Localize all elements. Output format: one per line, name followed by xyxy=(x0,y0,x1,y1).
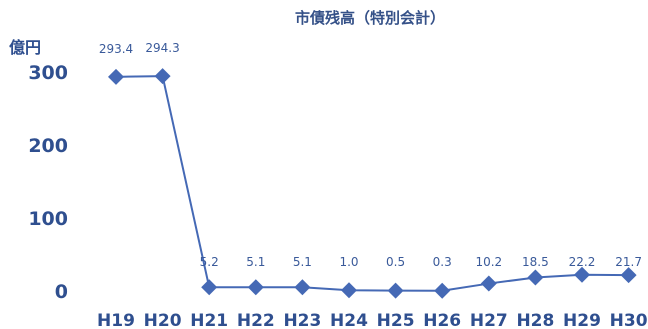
data-point-marker xyxy=(154,68,171,85)
data-point-marker xyxy=(341,282,357,299)
data-label: 294.3 xyxy=(145,41,179,55)
x-tick-label: H19 xyxy=(97,311,135,329)
data-label: 22.2 xyxy=(569,255,596,269)
chart-title: 市債残高（特別会計） xyxy=(294,9,445,27)
y-tick-label: 200 xyxy=(28,135,68,157)
data-label: 5.1 xyxy=(246,255,265,269)
x-tick-label: H21 xyxy=(190,311,228,329)
data-point-marker xyxy=(247,279,264,296)
y-tick-label: 100 xyxy=(28,208,68,230)
y-axis-unit-label: 億円 xyxy=(9,38,42,57)
data-point-marker xyxy=(574,266,590,283)
x-tick-label: H26 xyxy=(423,311,461,329)
data-point-marker xyxy=(527,269,544,286)
x-tick-label: H27 xyxy=(470,311,508,329)
x-tick-label: H30 xyxy=(610,311,648,329)
data-point-marker xyxy=(480,275,497,292)
data-point-marker xyxy=(387,282,404,299)
data-point-marker xyxy=(620,267,637,284)
data-label: 293.4 xyxy=(99,42,133,56)
data-label: 0.5 xyxy=(386,255,405,269)
data-point-marker xyxy=(434,282,451,299)
data-point-marker xyxy=(294,279,311,296)
x-tick-label: H22 xyxy=(237,311,275,329)
y-tick-label: 0 xyxy=(55,281,68,303)
x-tick-label: H24 xyxy=(330,311,368,329)
data-point-marker xyxy=(201,279,218,296)
series-line xyxy=(115,75,629,292)
x-tick-label: H29 xyxy=(563,311,601,329)
x-tick-label: H23 xyxy=(283,311,321,329)
x-tick-label: H20 xyxy=(144,311,182,329)
data-label: 18.5 xyxy=(522,255,549,269)
data-label: 0.3 xyxy=(433,255,452,269)
x-tick-label: H28 xyxy=(516,311,554,329)
data-point-marker xyxy=(108,68,124,85)
data-label: 21.7 xyxy=(615,255,642,269)
data-label: 10.2 xyxy=(475,255,502,269)
data-label: 5.2 xyxy=(200,255,219,269)
data-label: 5.1 xyxy=(293,255,312,269)
y-tick-label: 300 xyxy=(28,62,68,84)
data-label: 1.0 xyxy=(339,255,358,269)
x-tick-label: H25 xyxy=(377,311,415,329)
